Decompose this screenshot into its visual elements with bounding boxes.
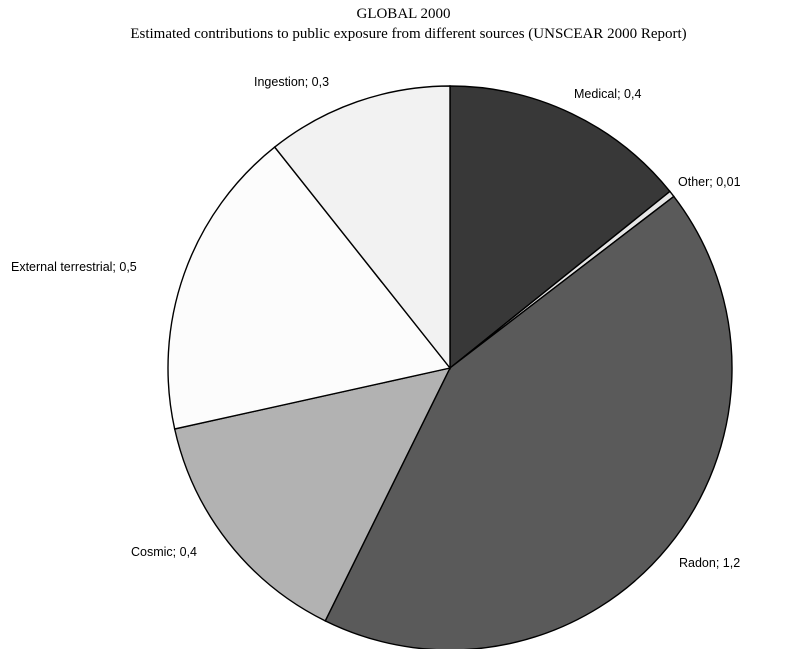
pie-slice-cosmic (173, 367, 452, 622)
chart-title: GLOBAL 2000 (356, 6, 451, 22)
slice-label-cosmic: Cosmic; 0,4 (131, 545, 197, 559)
slice-label-external-terrestrial: External terrestrial; 0,5 (11, 260, 137, 274)
chart-subtitle: Estimated contributions to public exposu… (130, 26, 687, 42)
slice-label-other: Other; 0,01 (678, 175, 741, 189)
slice-label-medical: Medical; 0,4 (574, 87, 641, 101)
pie-slice-external-terrestrial (167, 146, 452, 430)
pie-slices (167, 85, 733, 649)
slice-label-ingestion: Ingestion; 0,3 (254, 75, 329, 89)
title-block: GLOBAL 2000 Estimated contributions to p… (0, 4, 807, 44)
pie-slice-ingestion (273, 85, 451, 371)
pie-slice-medical (449, 85, 671, 370)
pie-slice-radon (324, 195, 733, 649)
slice-label-radon: Radon; 1,2 (679, 556, 740, 570)
pie-labels: Medical; 0,4 Other; 0,01 Radon; 1,2 Cosmic;… (11, 75, 741, 570)
